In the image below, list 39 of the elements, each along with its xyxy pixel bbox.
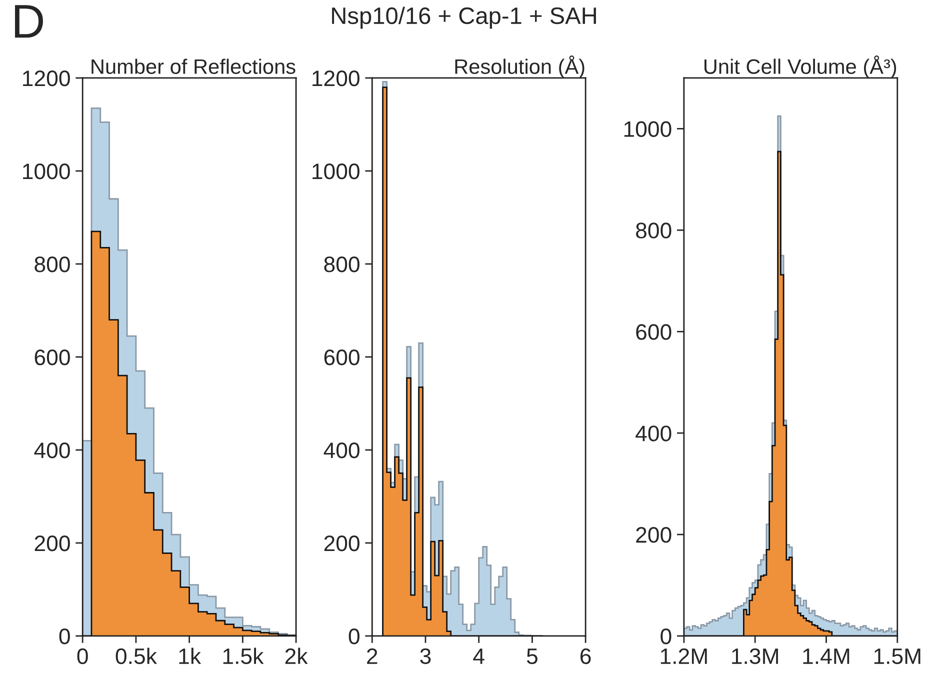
y-tick-label: 200	[34, 536, 70, 552]
x-tick-label: 6	[580, 648, 591, 664]
y-tick-label: 400	[636, 426, 672, 442]
text: D	[15, 5, 43, 38]
x-tick-label: 2	[367, 648, 378, 664]
x-tick-label: 0.5k	[116, 648, 157, 664]
x-tick-label: 4	[473, 648, 484, 664]
x-tick-label: 1.4M	[803, 648, 850, 664]
x-tick-label: 1k	[179, 648, 202, 664]
x-tick-label: 1.2M	[660, 648, 707, 664]
y-tick-label: 0	[348, 628, 360, 644]
x-tick-label: 1.5k	[223, 648, 264, 664]
y-tick-label: 800	[34, 256, 70, 272]
y-tick-label: 1000	[23, 164, 70, 180]
x-tick-label: 3	[420, 648, 431, 664]
x-tick-label: 1.5M	[874, 648, 920, 664]
y-tick-label: 1000	[312, 164, 360, 180]
chart-title: Resolution (Å)	[455, 56, 584, 78]
y-tick-label: 600	[34, 350, 70, 366]
y-tick-label: 200	[636, 527, 672, 543]
chart-title: Unit Cell Volume (Å³)	[704, 56, 896, 78]
x-tick-label: 2k	[285, 648, 308, 664]
y-tick-label: 1200	[23, 70, 70, 86]
y-tick-label: 800	[636, 222, 672, 238]
y-tick-label: 400	[324, 442, 360, 458]
y-tick-label: 200	[324, 536, 360, 552]
y-tick-label: 0	[59, 628, 70, 644]
x-tick-label: 0	[77, 648, 88, 664]
y-tick-label: 0	[660, 628, 672, 644]
x-tick-label: 1.3M	[732, 648, 778, 664]
y-tick-label: 400	[34, 442, 70, 458]
x-tick-label: 5	[526, 648, 538, 664]
chart-title: Number of Reflections	[92, 58, 296, 74]
y-tick-label: 1000	[624, 121, 672, 137]
y-tick-label: 1200	[312, 70, 360, 86]
y-tick-label: 600	[636, 324, 672, 340]
text: Nsp10/16 + Cap-1 + SAH	[332, 6, 596, 29]
y-tick-label: 800	[324, 256, 360, 272]
y-tick-label: 600	[324, 350, 360, 366]
